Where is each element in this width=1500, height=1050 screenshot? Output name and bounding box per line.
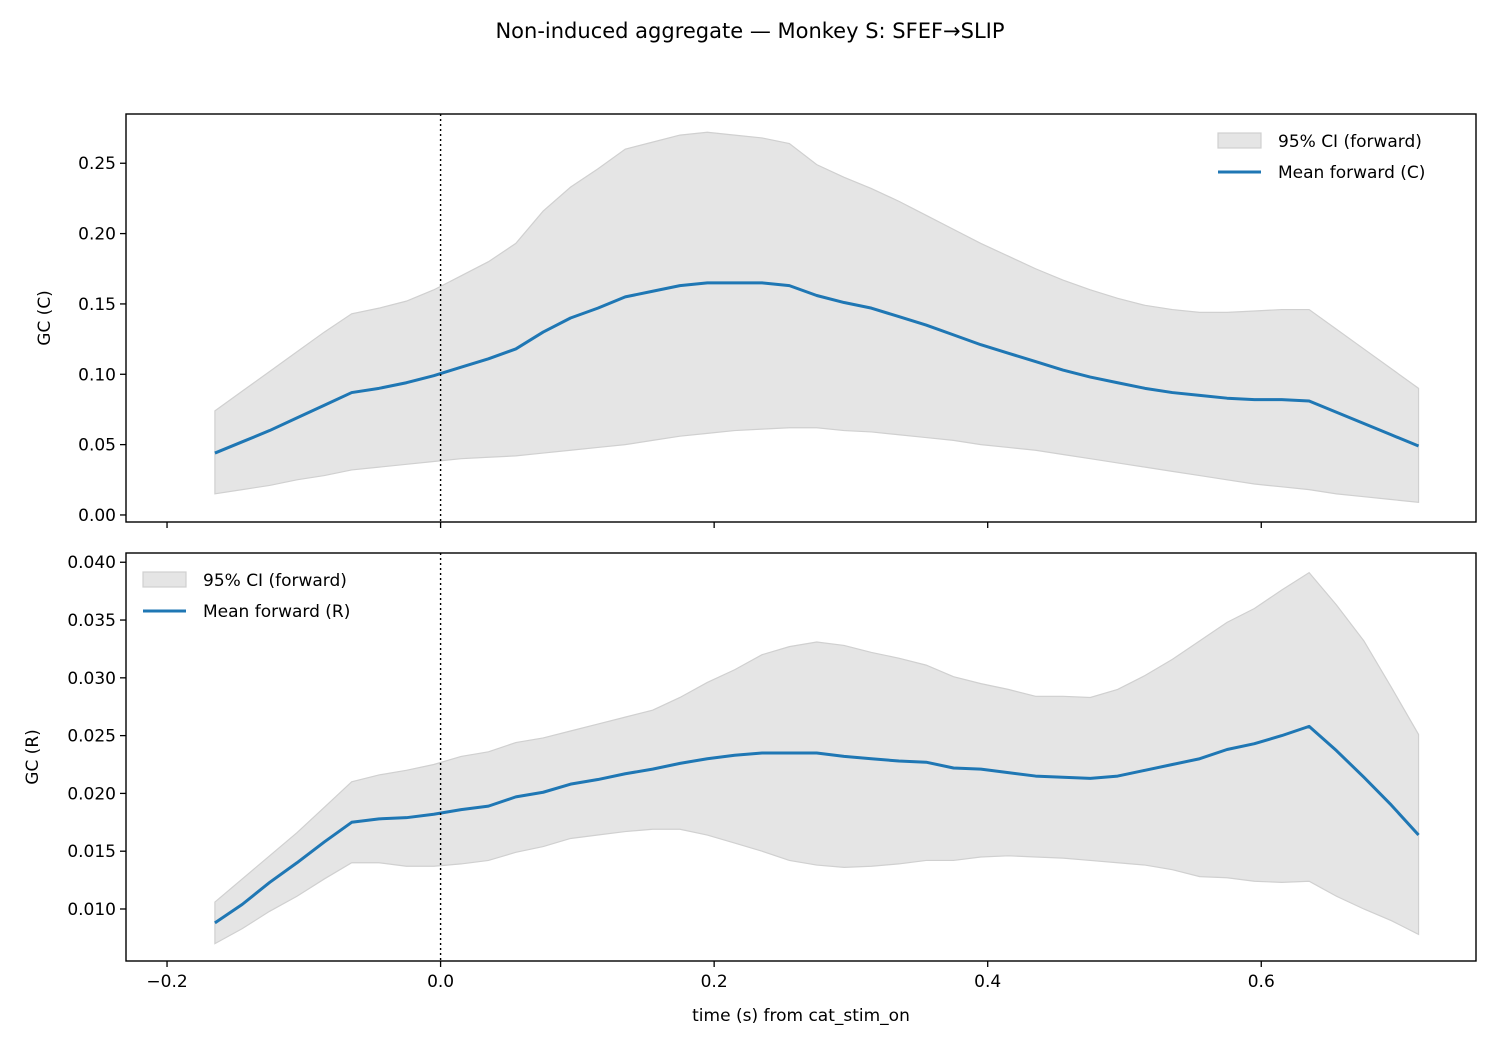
legend-mean-label: Mean forward (C) xyxy=(1278,163,1425,183)
axes-frame xyxy=(125,552,1477,962)
top-panel: 0.00 0.05 0.10 0.15 0.20 0.25 GC (C) 95% CI (fo… xyxy=(35,113,1477,528)
y-tick-label: 0.25 xyxy=(78,154,116,174)
y-axis-label: GC (C) xyxy=(35,290,55,346)
y-tick-label: 0.030 xyxy=(67,669,116,689)
legend: 95% CI (forward) Mean forward (C) xyxy=(1217,132,1425,183)
ci-band xyxy=(214,131,1420,503)
y-tick-label: 0.15 xyxy=(78,295,116,315)
bottom-panel: −0.2 0.0 0.2 0.4 0.6 0.010 0.015 0.020 0.025 0.03… xyxy=(23,552,1477,1026)
x-tick-label: 0.4 xyxy=(974,972,1001,992)
legend-ci-label: 95% CI (forward) xyxy=(203,571,347,591)
x-axis-label: time (s) from cat_stim_on xyxy=(692,1006,910,1026)
legend-ci-swatch xyxy=(1217,132,1262,149)
y-tick-label: 0.025 xyxy=(67,727,116,747)
legend: 95% CI (forward) Mean forward (R) xyxy=(142,571,350,622)
legend-ci-label: 95% CI (forward) xyxy=(1278,132,1422,152)
y-tick-label: 0.05 xyxy=(78,436,116,456)
legend-ci-swatch xyxy=(142,571,187,588)
mean-line xyxy=(214,724,1420,925)
y-tick-label: 0.10 xyxy=(78,365,116,385)
x-tick-label: 0.0 xyxy=(427,972,454,992)
y-tick-label: 0.010 xyxy=(67,900,116,920)
x-tick-label: 0.2 xyxy=(701,972,728,992)
x-tick-label: 0.6 xyxy=(1248,972,1275,992)
y-tick-label: 0.015 xyxy=(67,842,116,862)
legend-mean-label: Mean forward (R) xyxy=(203,602,350,622)
y-axis-label: GC (R) xyxy=(23,729,43,785)
figure-title: Non-induced aggregate — Monkey S: SFEF→S… xyxy=(495,19,1004,43)
y-tick-label: 0.00 xyxy=(78,506,116,526)
y-tick-label: 0.20 xyxy=(78,225,116,245)
y-tick-label: 0.020 xyxy=(67,784,116,804)
y-tick-label: 0.040 xyxy=(67,553,116,573)
axes-frame xyxy=(125,113,1477,523)
y-tick-label: 0.035 xyxy=(67,611,116,631)
mean-line xyxy=(214,281,1420,455)
ci-band xyxy=(214,571,1420,945)
x-tick-label: −0.2 xyxy=(146,972,187,992)
